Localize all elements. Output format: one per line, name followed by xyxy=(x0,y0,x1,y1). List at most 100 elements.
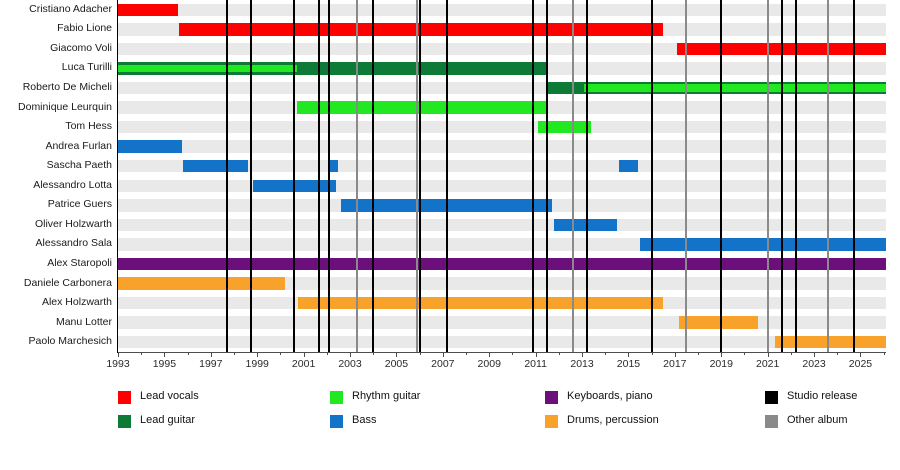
x-axis-tick-label: 2013 xyxy=(570,358,594,370)
row-band xyxy=(118,3,886,17)
timeline-bar-bass xyxy=(329,159,339,173)
timeline-bar-bass xyxy=(554,218,617,232)
timeline-bar-drums-percussion xyxy=(118,277,286,290)
studio-release-line xyxy=(226,0,229,352)
x-axis-minor-tick xyxy=(698,352,700,355)
x-axis-tick xyxy=(535,352,537,357)
x-axis-tick-label: 1999 xyxy=(245,358,269,370)
x-axis-tick xyxy=(582,352,584,357)
x-axis-tick-label: 2011 xyxy=(524,358,547,370)
timeline-bar-drums-percussion xyxy=(679,316,759,329)
timeline-bar-bass xyxy=(182,159,248,173)
member-label: Luca Turilli xyxy=(61,61,112,74)
x-axis-minor-tick xyxy=(187,352,189,355)
chart-legend: Lead vocals Lead guitar Rhythm guitar Bass K… xyxy=(0,388,900,444)
member-label: Daniele Carbonera xyxy=(23,276,112,289)
other-album-line xyxy=(416,0,419,352)
member-label: Alex Staropoli xyxy=(47,257,112,269)
x-axis-tick-label: 1995 xyxy=(152,358,177,370)
row-band xyxy=(118,179,886,193)
x-axis-tick-label: 2021 xyxy=(755,358,780,370)
row-band xyxy=(118,277,886,290)
member-label-column: Cristiano Adacher Fabio Lione Giacomo Voli… xyxy=(0,0,118,352)
x-axis-minor-tick xyxy=(280,352,282,355)
member-label: Fabio Lione xyxy=(57,22,112,35)
timeline-bar-drums-percussion xyxy=(774,335,886,349)
x-axis-minor-tick xyxy=(790,352,792,355)
member-label: Giacomo Voli xyxy=(50,41,112,54)
x-axis-minor-tick xyxy=(883,352,885,355)
x-axis-minor-tick xyxy=(512,352,514,355)
x-axis-tick xyxy=(721,352,723,357)
x-axis-tick xyxy=(442,352,444,357)
timeline-bar-rhythm-guitar xyxy=(296,101,549,114)
row-band xyxy=(118,335,886,349)
x-axis-minor-tick xyxy=(141,352,143,355)
x-axis-minor-tick xyxy=(605,352,607,355)
timeline-bar-bass xyxy=(118,140,182,153)
x-axis-minor-tick xyxy=(651,352,653,355)
x-axis-tick xyxy=(303,352,305,357)
x-axis-tick-label: 2005 xyxy=(384,358,409,370)
x-axis-tick-label: 2007 xyxy=(431,358,455,370)
legend-label: Bass xyxy=(352,414,377,426)
x-axis-tick xyxy=(814,352,816,357)
y-axis-line xyxy=(117,0,118,353)
legend-swatch-icon xyxy=(330,391,343,404)
x-axis-tick xyxy=(396,352,398,357)
legend-swatch-icon xyxy=(545,415,558,428)
member-label: Oliver Holzwarth xyxy=(34,217,112,230)
x-axis-tick xyxy=(767,352,769,357)
member-label: Alessandro Sala xyxy=(35,237,112,250)
member-label: Manu Lotter xyxy=(55,315,112,328)
timeline-bar-bass xyxy=(340,199,552,212)
timeline-bar-rhythm-guitar xyxy=(118,64,297,73)
studio-release-line xyxy=(720,0,723,352)
row-band xyxy=(118,316,886,329)
x-axis-minor-tick xyxy=(744,352,746,355)
studio-release-line xyxy=(780,0,783,352)
x-axis-tick xyxy=(118,352,119,357)
row-band xyxy=(118,218,886,232)
x-axis-minor-tick xyxy=(419,352,421,355)
studio-release-line xyxy=(446,0,449,352)
x-axis-tick xyxy=(210,352,212,357)
x-axis-tick xyxy=(628,352,630,357)
x-axis-tick-label: 2003 xyxy=(338,358,362,370)
other-album-line xyxy=(766,0,769,352)
member-label: Sascha Paeth xyxy=(46,159,112,172)
legend-label: Drums, percussion xyxy=(567,414,659,426)
member-label: Alex Holzwarth xyxy=(41,296,112,309)
x-axis-tick-label: 2017 xyxy=(663,358,687,370)
studio-release-line xyxy=(418,0,421,352)
studio-release-line xyxy=(293,0,296,352)
legend-label: Lead guitar xyxy=(140,414,196,426)
legend-swatch-icon xyxy=(765,415,778,428)
x-axis-minor-tick xyxy=(837,352,839,355)
timeline-bar-lead-vocals xyxy=(118,3,179,17)
x-axis-line xyxy=(118,352,886,353)
timeline-bar-rhythm-guitar xyxy=(537,120,592,134)
timeline-bar-rhythm-guitar xyxy=(584,84,886,92)
studio-release-line xyxy=(372,0,375,352)
legend-label: Other album xyxy=(787,414,848,426)
legend-label: Studio release xyxy=(787,390,858,402)
studio-release-line xyxy=(650,0,653,352)
legend-label: Lead vocals xyxy=(140,390,199,402)
legend-swatch-icon xyxy=(765,391,778,404)
studio-release-line xyxy=(794,0,797,352)
other-album-line xyxy=(826,0,829,352)
timeline-bar-drums-percussion xyxy=(297,296,664,310)
plot-area xyxy=(118,0,886,352)
member-label: Roberto De Micheli xyxy=(22,81,112,93)
x-axis: 1993 1995 1997 1999 2001 2003 2005 2007 2009 2011… xyxy=(106,352,886,378)
x-axis-tick-label: 2001 xyxy=(291,358,316,370)
legend-swatch-icon xyxy=(330,415,343,428)
studio-release-line xyxy=(585,0,588,352)
row-band xyxy=(118,140,886,153)
member-label: Patrice Guers xyxy=(47,198,112,211)
studio-release-line xyxy=(250,0,253,352)
x-axis-tick-label: 2015 xyxy=(616,358,641,370)
member-label: Paolo Marchesich xyxy=(28,335,112,348)
x-axis-tick-label: 2023 xyxy=(802,358,826,370)
